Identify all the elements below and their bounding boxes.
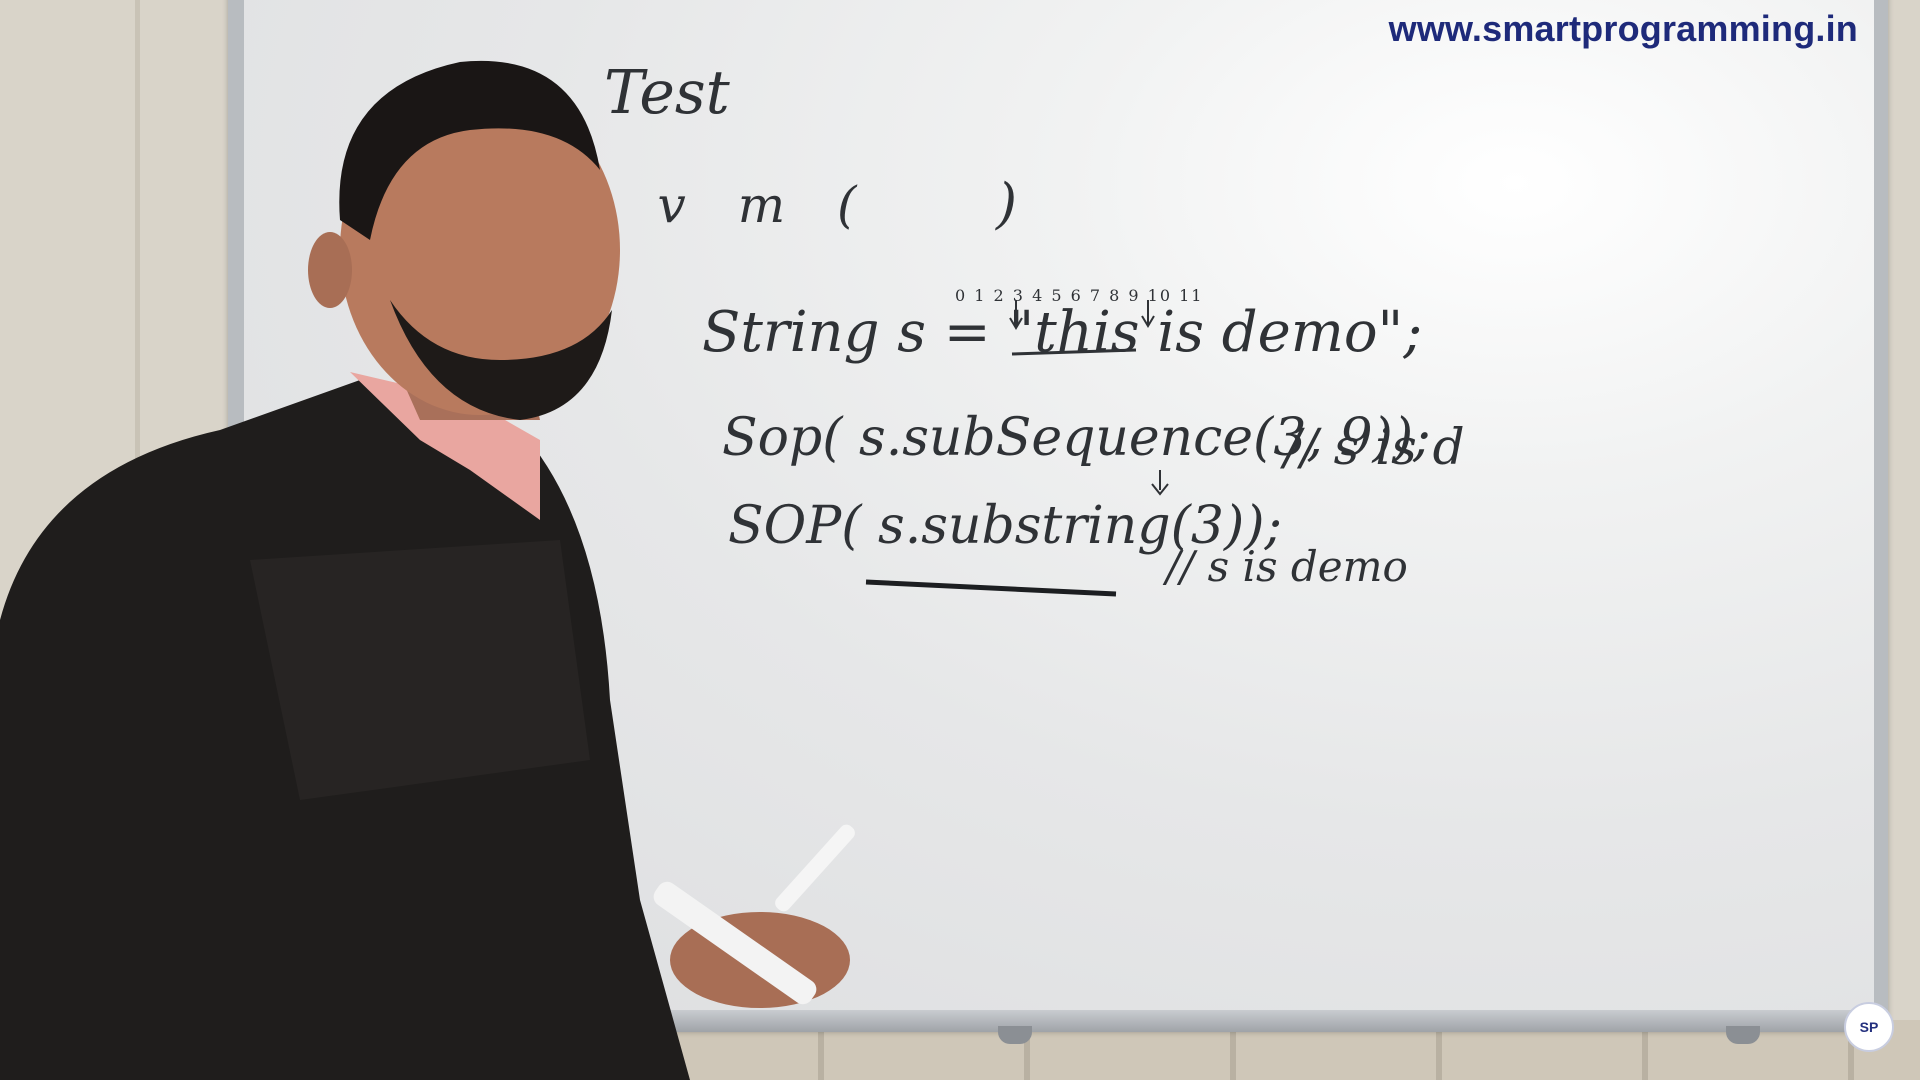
beard: [390, 300, 612, 420]
board-clip: [998, 1026, 1032, 1044]
marker: [653, 881, 817, 1005]
marker: [775, 824, 855, 912]
jacket-pattern: [250, 540, 590, 800]
shirt-collar: [350, 372, 540, 520]
website-watermark: www.smartprogramming.in: [1388, 8, 1858, 49]
hair: [339, 60, 600, 241]
board-clip: [1726, 1026, 1760, 1044]
ear: [308, 232, 352, 308]
channel-logo: SP: [1844, 1002, 1894, 1052]
